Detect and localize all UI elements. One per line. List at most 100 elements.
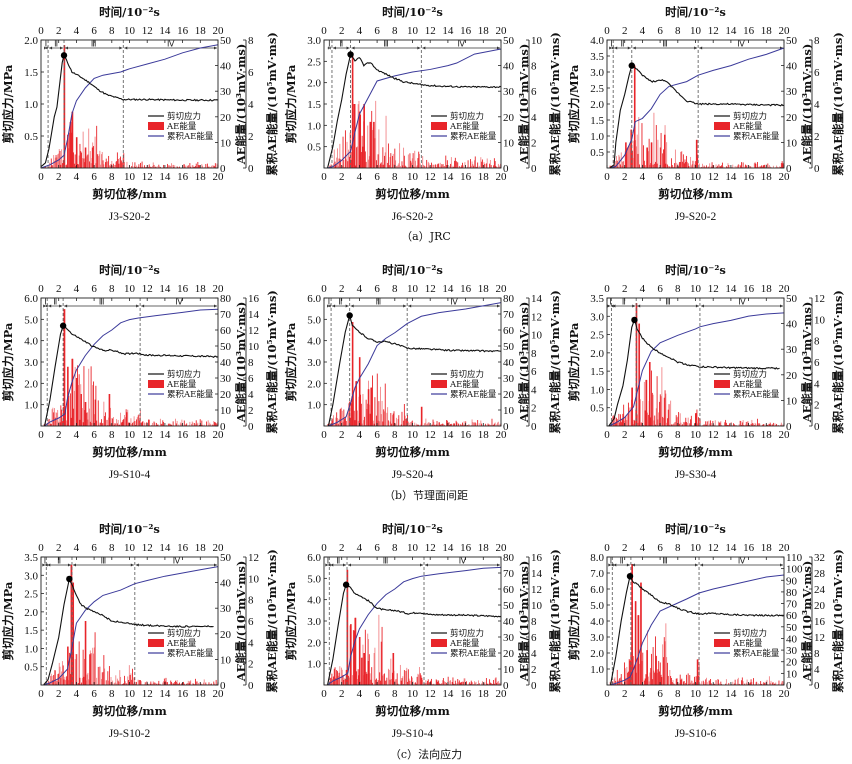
ae-bar (331, 420, 333, 426)
x-top-tick-label: 16 (177, 542, 189, 554)
ae-bar (115, 161, 117, 168)
ae-bar (382, 147, 384, 168)
ae-bar (780, 682, 782, 685)
stage-label-4: Ⅳ (459, 557, 467, 566)
ae-bar (332, 679, 334, 685)
ae-bar (726, 425, 728, 426)
ae-bar (493, 423, 495, 426)
ae-bar (63, 309, 66, 426)
ae-bar (202, 682, 204, 685)
ae-bar (471, 419, 473, 426)
ae-bar (117, 158, 119, 168)
ae-bar (94, 136, 96, 168)
ae-bar (655, 424, 656, 426)
y-cum-tick-label: 0 (248, 421, 254, 433)
ae-bar (495, 677, 497, 685)
x-top-tick-label: 10 (690, 542, 702, 554)
x-bottom-tick-label: 10 (407, 171, 419, 183)
y-cum-tick-label: 8 (248, 595, 254, 607)
x-bottom-tick-label: 8 (392, 429, 398, 441)
ae-bar (194, 166, 196, 168)
ae-bar (381, 626, 383, 685)
ae-bar (90, 653, 92, 685)
ae-bar (189, 163, 191, 168)
ae-bar (116, 678, 118, 685)
ae-bar (89, 408, 90, 426)
y-cum-tick-label: 0 (814, 680, 820, 692)
x-top-tick-label: 10 (690, 283, 702, 295)
ae-bars (609, 563, 785, 685)
y-cum-tick-label: 0 (814, 421, 820, 433)
y-cum-tick-label: 12 (814, 632, 825, 644)
ae-bar (448, 422, 450, 426)
y-left-tick-label: 0.5 (24, 662, 38, 674)
stage-arrowhead (608, 563, 614, 567)
ae-bar (609, 165, 611, 168)
ae-bar (69, 393, 71, 426)
ae-bar (440, 424, 442, 426)
ae-bar (638, 117, 640, 168)
ae-bar (360, 114, 362, 168)
ae-bar (724, 422, 726, 426)
y-left-tick-label: 3.0 (590, 311, 604, 323)
y-cum-tick-label: 4 (531, 384, 537, 396)
y-cum-tick-label: 8 (531, 348, 537, 360)
ae-bar (627, 145, 629, 168)
ae-bar (99, 666, 101, 685)
ae-bar (621, 679, 623, 685)
ae-bar (384, 673, 385, 685)
ae-bar (780, 167, 782, 168)
ae-bar (782, 681, 784, 685)
ae-bar (118, 163, 120, 168)
ae-bar (694, 423, 695, 426)
ae-bar (634, 664, 636, 685)
ae-bar (651, 653, 652, 685)
y-left-tick-label: 3.0 (590, 67, 604, 79)
ae-bar (149, 166, 151, 168)
ae-bar (489, 682, 491, 685)
ae-bar (172, 682, 174, 685)
ae-bar (762, 165, 764, 168)
ae-bar (671, 424, 673, 426)
ae-bar (167, 163, 169, 168)
ae-bar (83, 676, 85, 685)
ae-bar (73, 408, 75, 426)
ae-bar (399, 664, 401, 685)
ae-bar (754, 422, 756, 426)
x-top-tick-label: 20 (496, 283, 508, 295)
ae-bar (372, 420, 374, 426)
ae-bar (751, 419, 753, 426)
chart-panel-J3-S20-2: 时间/10⁻²s 0 2 4 6 8 10 12 14 16 18 20 Ⅰ Ⅱ Ⅲ Ⅳ 0 2 4 6 8 10 12 14… (0, 0, 284, 225)
x-top-tick-label: 0 (321, 542, 327, 554)
ae-bar (81, 158, 83, 168)
ae-bar (140, 681, 142, 685)
ae-bar (76, 654, 78, 685)
chart-panel-J9-S10-4: 时间/10⁻²s 0 2 4 6 8 10 12 14 16 18 20 Ⅰ Ⅱ Ⅲ Ⅳ 0 2 4 6 8 10 12 14… (0, 258, 284, 483)
ae-bar (624, 416, 626, 426)
x-top-tick-label: 20 (779, 25, 791, 37)
x-top-tick-label: 8 (109, 542, 115, 554)
ae-bar (715, 164, 717, 168)
ae-bar (733, 424, 735, 426)
ae-bar (497, 422, 499, 426)
ae-bar (383, 164, 385, 168)
ae-bar (117, 680, 119, 685)
ae-bar (64, 676, 66, 685)
ae-bar (195, 681, 197, 685)
ae-bar (139, 680, 141, 685)
ae-bar (701, 166, 703, 168)
x-bottom-tick-label: 12 (708, 688, 719, 700)
y-cum-tick-label: 0 (531, 680, 537, 692)
ae-bar (690, 156, 692, 168)
ae-bar (82, 131, 84, 168)
ae-bar (462, 681, 464, 685)
ae-bar (477, 162, 479, 168)
ae-bar (767, 425, 769, 426)
caption-c: （c）法向应力 (389, 748, 463, 761)
legend-ae-label: AE能量 (732, 638, 763, 649)
ae-bar (442, 423, 444, 426)
y-ae-tick-label: 10 (786, 395, 798, 407)
y-ae-axis-label: AE能量/(10³mV·ms) (234, 44, 248, 166)
ae-bar (415, 682, 416, 685)
ae-bar (145, 423, 147, 426)
